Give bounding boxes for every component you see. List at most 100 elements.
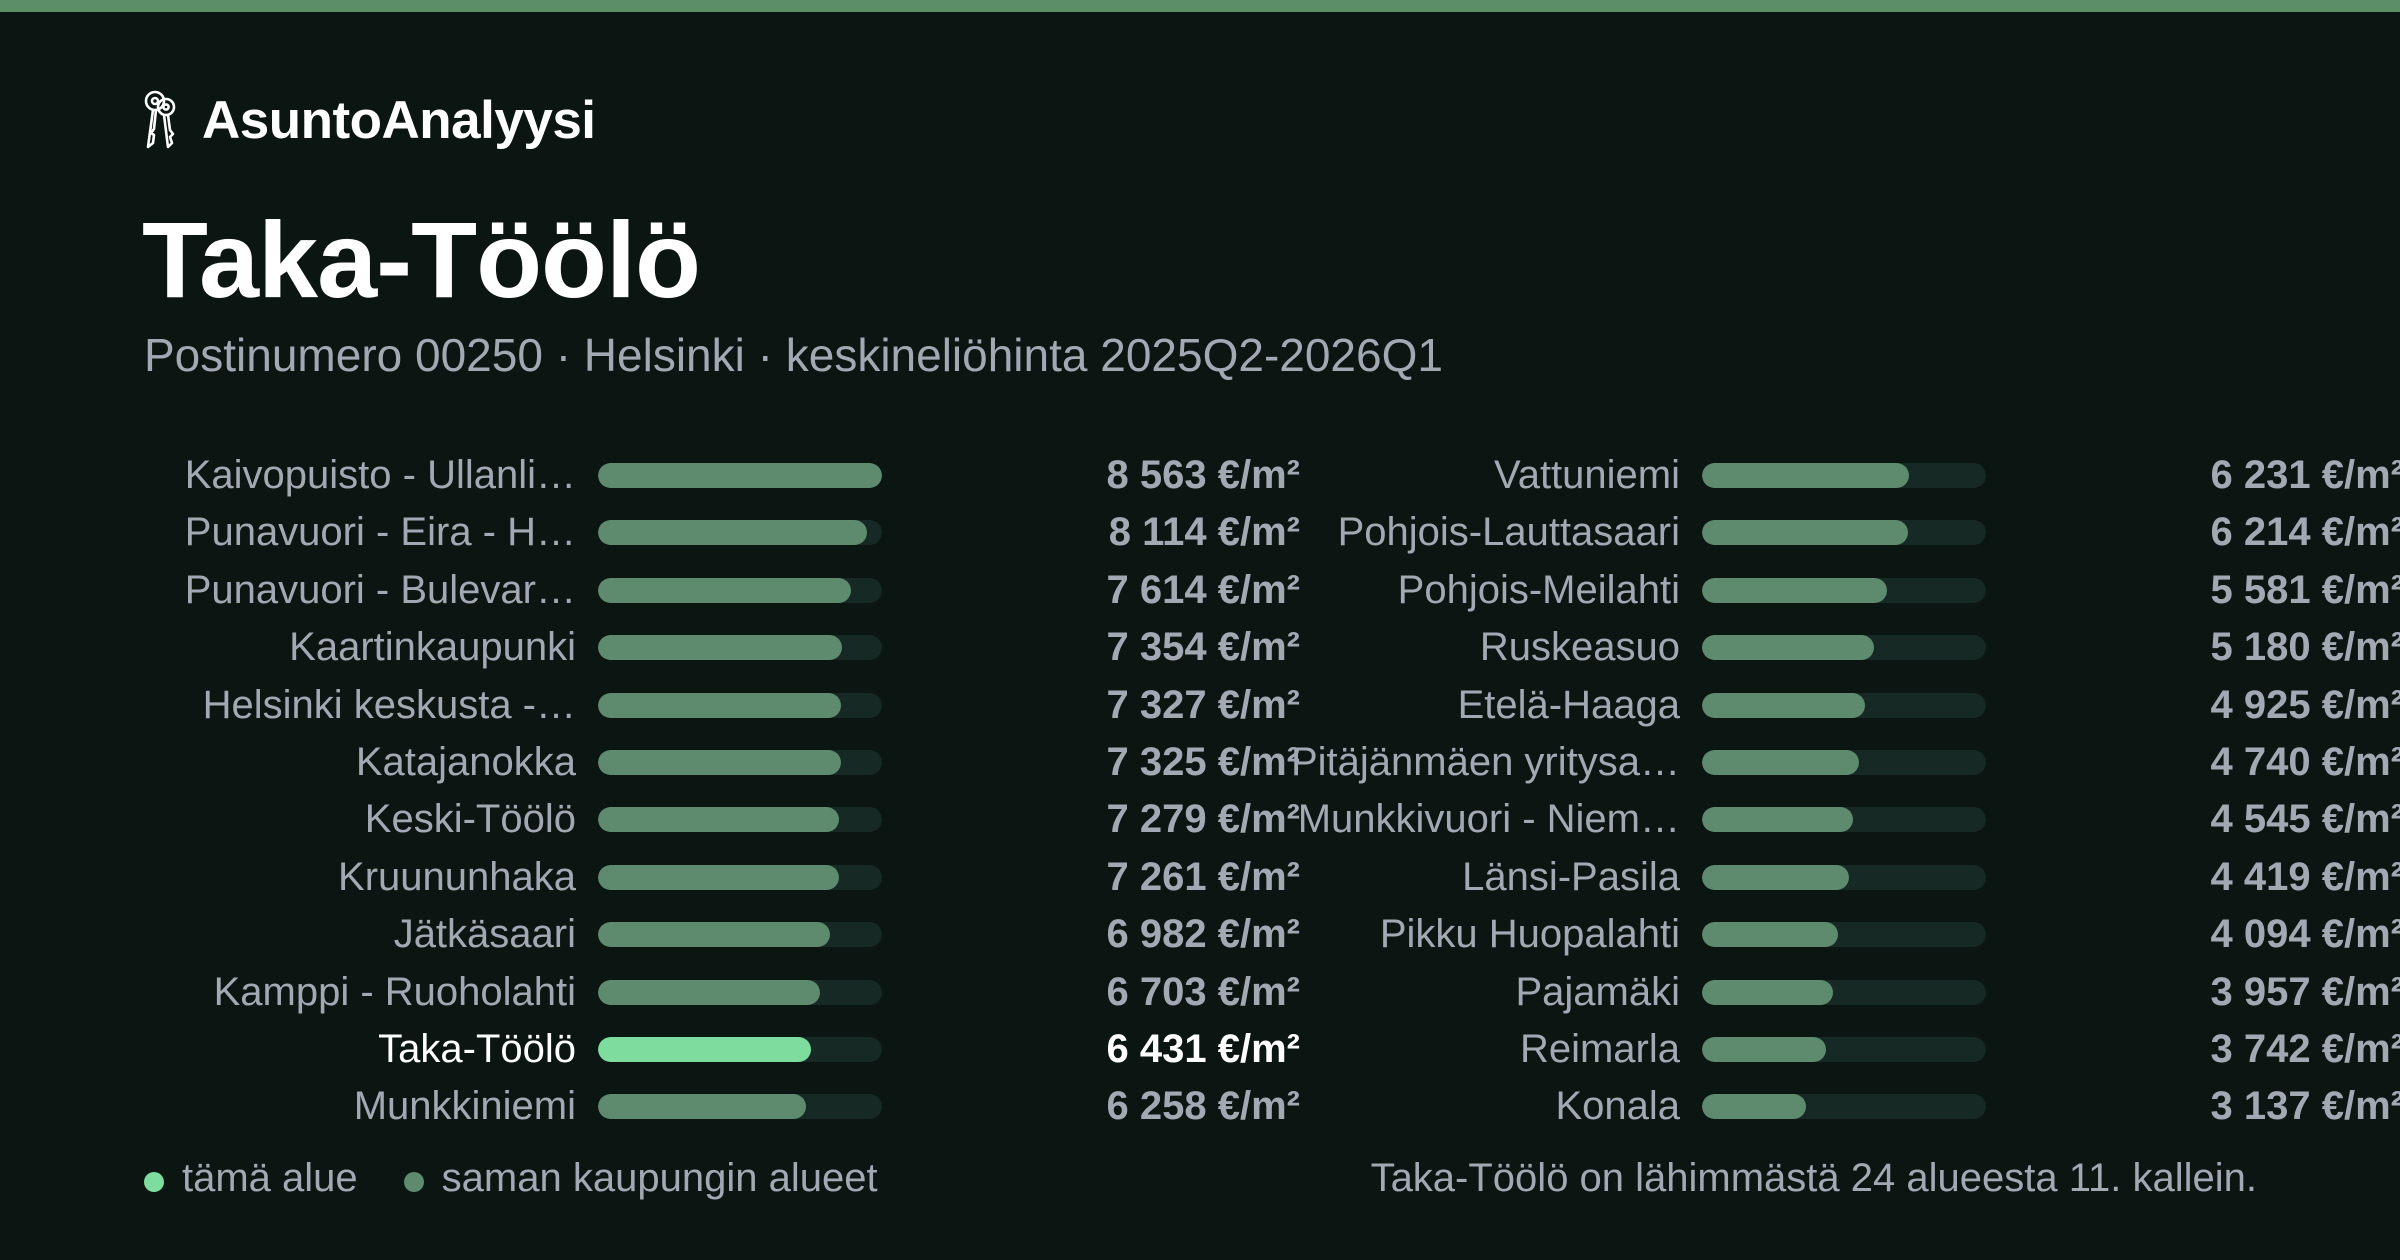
rank-footnote: Taka-Töölö on lähimmästä 24 alueesta 11.… [1370,1156,2257,1200]
bar-row: Pajamäki 3 957 €/m² [1250,964,2400,1021]
bar-track [598,692,882,718]
legend-dot-current [144,1172,164,1192]
bar-track [1702,692,1986,718]
bar-value-label: 7 354 €/m² [1106,625,1300,670]
bar-track [598,750,882,775]
bar-value-label: 6 214 €/m² [2210,510,2400,555]
bar-row: Katajanokka 7 325 €/m² [146,734,1300,791]
bar-label: Pitäjänmäen yritysa… [1290,740,1680,784]
bar-value-label: 7 279 €/m² [1106,797,1300,842]
bar-track [598,1037,882,1062]
bar [1702,1037,1827,1062]
bar [1702,979,1834,1005]
bar-label: Reimarla [1519,1027,1680,1071]
bar-row: Ruskeasuo 5 180 €/m² [1250,619,2400,676]
bar [598,750,841,775]
page-title: Taka-Töölö [142,199,701,320]
bar-label: Länsi-Pasila [1462,854,1680,899]
bar-label: Munkkiniemi [353,1084,576,1129]
bar-label: Konala [1555,1084,1680,1129]
legend-label-current: tämä alue [182,1155,358,1200]
bar-label: Kruununhaka [338,854,576,899]
bar [1702,750,1860,775]
bar-track [598,463,882,488]
brand-name: AsuntoAnalyysi [202,90,596,150]
bar-row: Etelä-Haaga 4 925 €/m² [1250,677,2400,734]
bar-value-label: 5 180 €/m² [2210,625,2400,670]
bar-track [1702,750,1986,775]
bar-track [598,922,882,948]
legend-item-others: saman kaupungin alueet [403,1155,878,1201]
bar-row: Reimarla 3 742 €/m² [1250,1021,2400,1078]
bar [598,692,841,718]
bar-label: Punavuori - Eira - H… [184,510,576,555]
bar-label: Kamppi - Ruoholahti [213,969,576,1014]
bar-label: Pajamäki [1515,969,1680,1014]
bar-row: Pitäjänmäen yritysa… 4 740 €/m² [1250,734,2400,791]
bar [1702,463,1909,488]
bar-value-label: 6 703 €/m² [1106,969,1300,1014]
bar-value-label: 3 742 €/m² [2210,1027,2400,1071]
bar [1702,635,1874,661]
bar-track [1702,979,1986,1005]
bar [1702,692,1866,718]
bar-value-label: 7 327 €/m² [1106,682,1300,727]
bar-row: Kamppi - Ruoholahti 6 703 €/m² [146,964,1300,1021]
bar-row: Kaivopuisto - Ullanli… 8 563 €/m² [146,447,1300,504]
bar-label: Jätkäsaari [393,912,576,957]
bar [1702,922,1838,948]
keys-icon [144,90,176,149]
bar-label: Pohjois-Lauttasaari [1337,510,1680,555]
brand: AsuntoAnalyysi [142,88,596,152]
bar-label: Munkkivuori - Niem… [1297,797,1680,842]
bar-label: Ruskeasuo [1479,625,1680,670]
bar-row: Munkkiniemi 6 258 €/m² [146,1078,1300,1135]
bar [598,1094,806,1120]
bar-label: Helsinki keskusta -… [202,682,576,727]
bar-row: Pohjois-Lauttasaari 6 214 €/m² [1250,504,2400,561]
bar-track [598,807,882,833]
bar-track [1702,635,1986,661]
bar-track [598,520,882,546]
bar-label: Katajanokka [355,740,576,784]
bar-track [1702,577,1986,603]
bar [598,807,840,833]
bar-value-label: 4 094 €/m² [2210,912,2400,957]
bar-label: Etelä-Haaga [1457,682,1680,727]
bar-track [1702,1094,1986,1120]
bar [598,463,882,488]
bar-track [598,635,882,661]
bar [598,520,868,546]
bar [1702,864,1849,890]
bar [598,635,842,661]
bar-label: Pohjois-Meilahti [1397,567,1680,612]
bar [1702,520,1909,546]
bar-label: Kaivopuisto - Ullanli… [184,453,576,497]
bar-value-label: 7 261 €/m² [1106,854,1300,899]
bar-track [1702,1037,1986,1062]
bar-label: Keski-Töölö [364,797,576,842]
bar [1702,807,1853,833]
bar [598,1037,812,1062]
bar-value-label: 8 563 €/m² [1106,453,1300,497]
bar-value-label: 4 419 €/m² [2210,854,2400,899]
bar-label: Punavuori - Bulevar… [184,567,576,612]
bar-value-label: 4 925 €/m² [2210,682,2400,727]
bar [1702,1094,1807,1120]
top-accent-strip [0,0,2400,12]
bar-row: Konala 3 137 €/m² [1250,1078,2400,1135]
bar-row: Jätkäsaari 6 982 €/m² [146,906,1300,963]
bar-row: Munkkivuori - Niem… 4 545 €/m² [1250,791,2400,848]
bar-value-label: 3 957 €/m² [2210,969,2400,1014]
bar-track [1702,807,1986,833]
bar-row: Kruununhaka 7 261 €/m² [146,849,1300,906]
bar-label: Kaartinkaupunki [289,625,576,670]
legend-label-others: saman kaupungin alueet [441,1155,878,1200]
bar [598,577,851,603]
bar-row: Keski-Töölö 7 279 €/m² [146,791,1300,848]
bar-row: Helsinki keskusta -… 7 327 €/m² [146,677,1300,734]
bar [1702,577,1888,603]
bar-value-label: 6 431 €/m² [1106,1027,1300,1071]
bar-row: Punavuori - Eira - H… 8 114 €/m² [146,504,1300,561]
